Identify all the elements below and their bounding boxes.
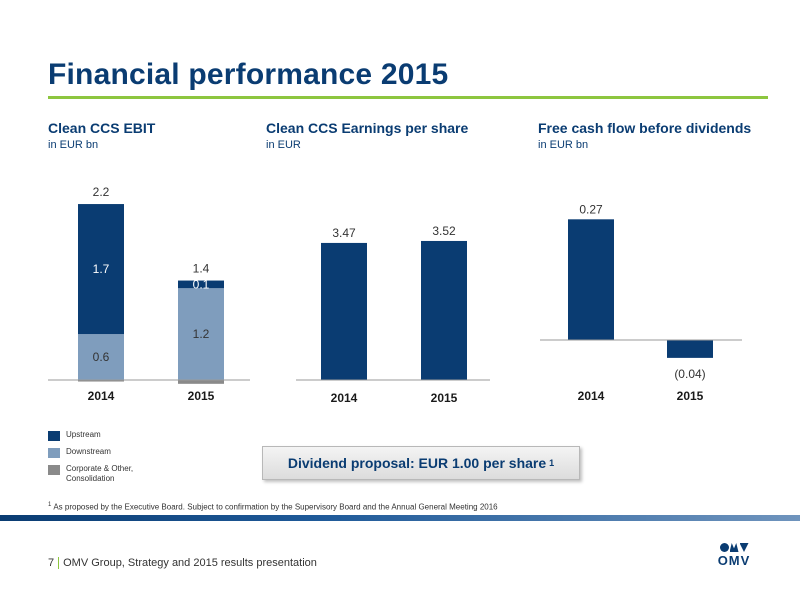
legend-swatch-upstream [48,431,60,441]
chart2-tick-label-2014: 2014 [331,391,358,405]
legend: Upstream Downstream Corporate & Other, C… [48,430,176,490]
chart1-bar-2015-s0 [178,380,224,384]
chart3-tick-label-2014: 2014 [578,389,605,403]
chart3-data-label-2015: (0.04) [674,367,705,381]
chart1-bar-2014-s2 [78,204,124,335]
chart1-data-label-2014-s2: 1.7 [93,262,110,276]
dividend-proposal-box: Dividend proposal: EUR 1.00 per share 1 [262,446,580,480]
legend-item-downstream: Downstream [48,447,176,458]
legend-item-upstream: Upstream [48,430,176,441]
chart1-bar-2015-s1 [178,288,224,380]
logo-mountain-icon [729,543,739,552]
chart1-total-label-2014: 2.2 [93,185,110,199]
footnote: 1 As proposed by the Executive Board. Sub… [48,502,498,512]
legend-swatch-corporate [48,465,60,475]
footer-band [0,515,800,521]
chart1-data-label-2015-s2: 0.1 [193,277,210,291]
omv-logo-icon: OMV [712,543,756,571]
slide-title: Financial performance 2015 [48,58,449,91]
footnote-mark: 1 [48,502,52,508]
panel-title-eps: Clean CCS Earnings per share [266,120,469,136]
legend-item-corporate: Corporate & Other, Consolidation [48,464,176,484]
chart2-data-label-2015: 3.52 [432,224,456,238]
chart1-total-label-2015: 1.4 [193,262,210,276]
logo-circle-icon [719,543,729,552]
omv-logo-text: OMV [717,553,751,568]
chart1-bar-2015-s2 [178,280,224,289]
chart2-data-label-2014: 3.47 [332,226,356,240]
chart2-tick-label-2015: 2015 [431,391,458,405]
footer-presentation-title: OMV Group, Strategy and 2015 results pre… [63,557,317,569]
chart2-bar-2014 [321,242,367,380]
dividend-proposal-text: Dividend proposal: EUR 1.00 per share [287,455,547,471]
legend-swatch-downstream [48,448,60,458]
logo-triangle-icon [739,543,749,552]
panel-title-fcf: Free cash flow before dividends [538,120,752,136]
legend-label-downstream: Downstream [66,447,111,456]
chart3-data-label-2014: 0.27 [579,202,603,216]
panel-subtitle-fcf: in EUR bn [538,139,589,151]
page-number: 7 [48,557,55,569]
chart1-bar-2014-s1 [78,334,124,380]
footer: 7 OMV Group, Strategy and 2015 results p… [48,557,317,569]
chart2-bar-2015 [421,240,467,380]
dividend-footnote-mark: 1 [549,458,555,468]
footer-separator [58,557,60,569]
chart3-bar-2014 [568,219,614,340]
chart1-bar-2014-s0 [78,380,124,382]
chart1-tick-label-2014: 2014 [88,389,115,403]
legend-label-corporate: Corporate & Other, Consolidation [66,464,134,483]
chart3-tick-label-2015: 2015 [677,389,704,403]
panel-subtitle-eps: in EUR [266,139,301,151]
chart1-tick-label-2015: 2015 [188,389,215,403]
legend-label-upstream: Upstream [66,430,101,439]
title-divider [48,96,768,99]
chart3-bar-2015 [667,340,713,358]
footnote-text: As proposed by the Executive Board. Subj… [53,502,498,512]
chart1-data-label-2015-s1: 1.2 [193,327,210,341]
panel-title-ebit: Clean CCS EBIT [48,120,156,136]
omv-logo-mark [712,543,756,552]
chart1-data-label-2014-s1: 0.6 [93,350,110,364]
panel-subtitle-ebit: in EUR bn [48,139,99,151]
